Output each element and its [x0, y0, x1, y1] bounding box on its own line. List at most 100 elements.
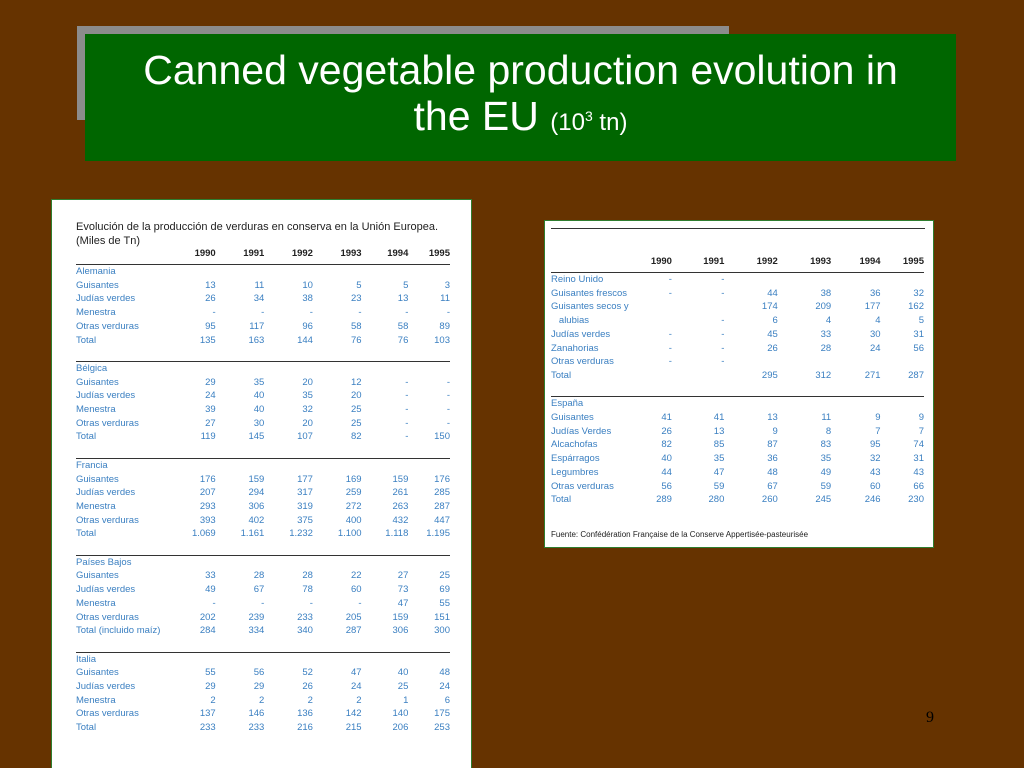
- value-cell: 294: [248, 487, 265, 499]
- country-value-cell: [777, 396, 832, 412]
- value-cell: 140: [392, 708, 409, 720]
- table-row: Alcachofas 82 85 87 83 95 74: [551, 438, 924, 452]
- value-cell: -: [446, 307, 450, 319]
- value-cell: 9: [772, 425, 778, 437]
- value-cell: 28: [253, 570, 265, 582]
- table-row: Menestra - - - - - -: [76, 306, 450, 320]
- value-cell: 58: [397, 320, 409, 332]
- value-cell: 36: [870, 287, 881, 299]
- value-cell: 26: [661, 425, 672, 437]
- value-cell: -: [446, 390, 450, 402]
- value-cell: 69: [439, 584, 450, 596]
- row-label: Guisantes: [76, 667, 119, 679]
- value-cell: 20: [302, 417, 313, 429]
- table-row: Total 289 280 260 245 246 230: [551, 493, 924, 507]
- country-value-cell: [312, 457, 362, 473]
- year-header: 1991: [671, 252, 725, 273]
- row-label: Judías verdes: [76, 390, 136, 402]
- value-cell: 12: [351, 376, 362, 388]
- value-cell: 49: [820, 466, 832, 478]
- row-label: alubias: [551, 315, 590, 327]
- value-cell: 40: [661, 453, 672, 465]
- table-row: Otras verduras 202 239 233 205 159 151: [76, 611, 450, 625]
- value-cell: 27: [205, 417, 216, 429]
- row-label: Menestra: [76, 404, 116, 416]
- country-value-cell: [264, 360, 313, 376]
- country-row: Alemania: [76, 263, 450, 279]
- value-cell: 38: [302, 293, 313, 305]
- row-label: Guisantes secos y: [551, 301, 629, 313]
- value-cell: -: [405, 376, 409, 388]
- value-cell: 31: [913, 328, 924, 340]
- value-cell: 2: [259, 694, 265, 706]
- value-cell: 83: [820, 439, 832, 451]
- table-row: Total (incluido maíz) 284 334 340 287 306 300: [76, 624, 450, 638]
- row-label: Total (incluido maíz): [76, 625, 161, 637]
- value-cell: 142: [345, 708, 362, 720]
- country-value-cell: [168, 457, 216, 473]
- value-cell: -: [358, 597, 362, 609]
- value-cell: -: [358, 307, 362, 319]
- year-header: 1994: [831, 252, 881, 273]
- title-line-1: Canned vegetable production evolution in: [143, 47, 898, 93]
- value-cell: 27: [397, 570, 409, 582]
- country-value-cell: [264, 457, 313, 473]
- value-cell: 230: [908, 494, 924, 506]
- row-label: Judías verdes: [76, 584, 136, 596]
- value-cell: 26: [205, 293, 216, 305]
- value-cell: 11: [254, 279, 265, 291]
- value-cell: 35: [253, 376, 265, 388]
- row-label: Judías verdes: [76, 293, 136, 305]
- value-cell: 246: [864, 494, 881, 506]
- row-label: Otras verduras: [76, 417, 139, 429]
- title-unit-prefix: (10: [550, 109, 585, 136]
- value-cell: 7: [918, 425, 924, 437]
- table-row: Guisantes 13 11 10 5 5 3: [76, 279, 450, 293]
- slide-title: Canned vegetable production evolution in…: [85, 34, 956, 161]
- row-label: Total: [76, 334, 97, 346]
- group-spacer: [76, 735, 450, 749]
- row-label: Guisantes: [551, 412, 594, 424]
- value-cell: 33: [205, 570, 216, 582]
- table-row: Judías verdes 49 67 78 60 73 69: [76, 583, 450, 597]
- row-label: Judías Verdes: [551, 425, 612, 437]
- country-row: Países Bajos: [76, 554, 450, 570]
- value-cell: 447: [434, 514, 450, 526]
- row-label: Judías verdes: [76, 487, 136, 499]
- table-row: Judías verdes - - 45 33 30 31: [551, 328, 924, 342]
- value-cell: 9: [875, 412, 881, 424]
- value-cell: 74: [913, 439, 924, 451]
- value-cell: 10: [302, 279, 313, 291]
- value-cell: -: [721, 328, 725, 340]
- value-cell: 29: [205, 681, 216, 693]
- table-row: Judías verdes 29 29 26 24 25 24: [76, 680, 450, 694]
- table-row: Judías Verdes 26 13 9 8 7 7: [551, 425, 924, 439]
- value-cell: 375: [297, 514, 313, 526]
- value-cell: 5: [356, 279, 362, 291]
- row-label: Guisantes: [76, 570, 119, 582]
- value-cell: 293: [199, 500, 216, 512]
- value-cell: 43: [870, 466, 881, 478]
- value-cell: 1: [403, 694, 409, 706]
- value-cell: 23: [351, 293, 362, 305]
- value-cell: 215: [345, 722, 362, 734]
- value-cell: [881, 355, 924, 369]
- country-value-cell: [168, 263, 216, 279]
- value-cell: 177: [864, 301, 881, 313]
- row-label: Otras verduras: [551, 356, 614, 368]
- value-cell: 159: [392, 473, 409, 485]
- year-header: 1992: [264, 244, 313, 265]
- value-cell: 135: [199, 334, 216, 346]
- country-value-cell: [724, 271, 778, 287]
- table-row: Guisantes frescos - - 44 38 36 32: [551, 287, 924, 301]
- country-value-cell: [312, 360, 362, 376]
- value-cell: 145: [248, 431, 265, 443]
- value-cell: 40: [253, 404, 265, 416]
- value-cell: 159: [392, 611, 409, 623]
- value-cell: 25: [397, 681, 409, 693]
- value-cell: 41: [661, 412, 672, 424]
- table-row: Otras verduras 393 402 375 400 432 447: [76, 514, 450, 528]
- value-cell: 44: [767, 287, 778, 299]
- value-cell: 24: [870, 342, 881, 354]
- value-cell: 8: [825, 425, 832, 437]
